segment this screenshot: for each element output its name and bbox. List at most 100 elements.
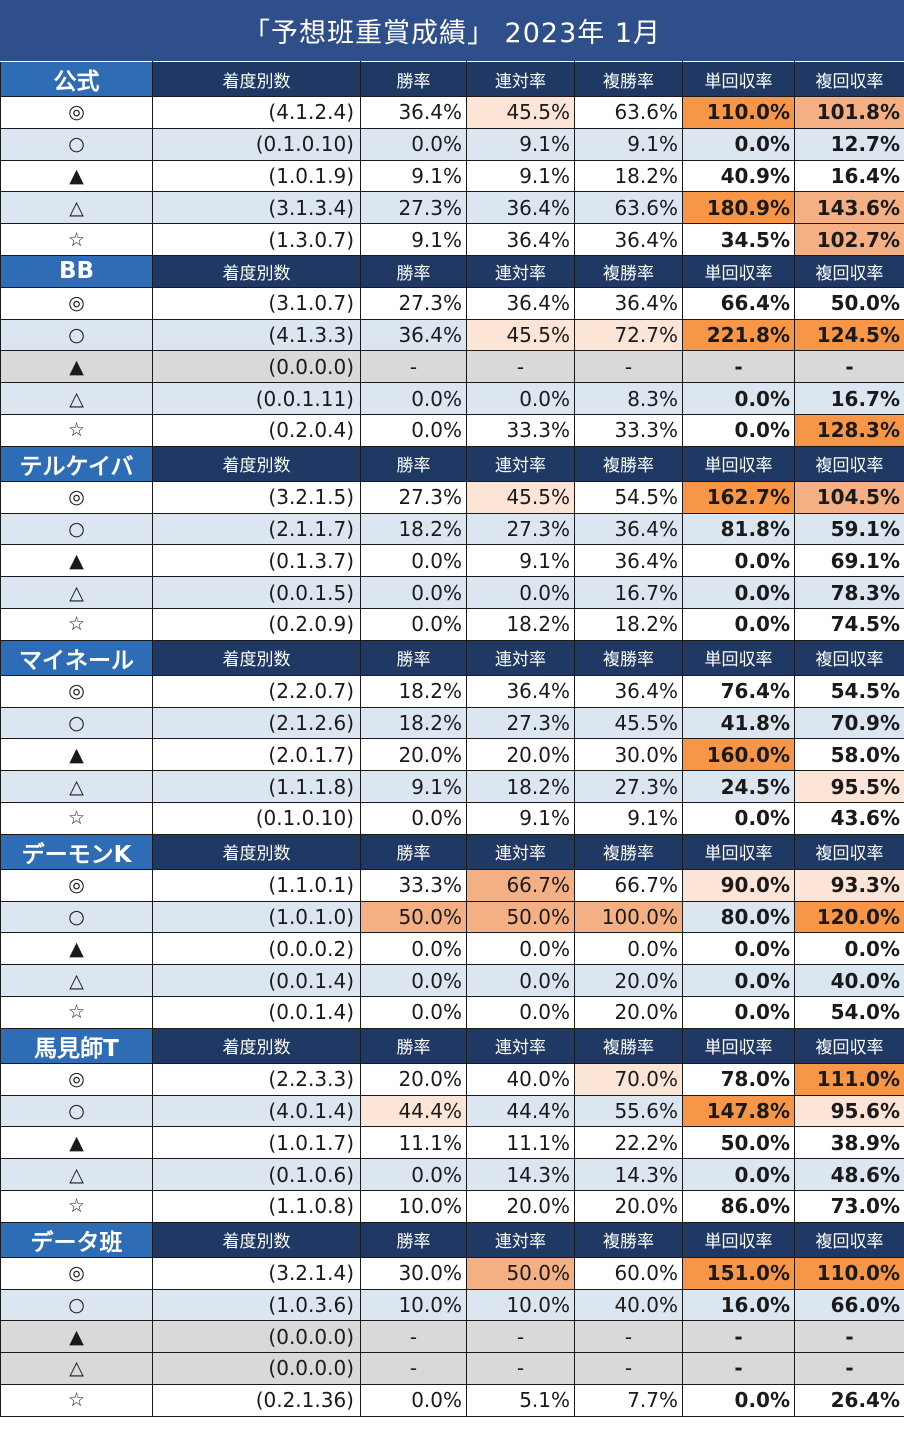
counts-cell: (0.1.0.10) [152,127,361,161]
column-header: 勝率 [360,833,467,870]
column-header: 単回収率 [682,833,795,870]
value-cell: 86.0% [682,1189,795,1223]
column-header: 単回収率 [682,1027,795,1064]
column-header: 単回収率 [682,445,795,482]
column-header: 複回収率 [794,61,904,97]
column-header: 連対率 [466,639,575,676]
value-cell: 0.0% [360,576,467,609]
value-cell: 12.7% [794,127,904,161]
value-cell: 0.0% [682,127,795,161]
mark-cell: ▲ [0,932,153,966]
value-cell: 24.5% [682,770,795,803]
value-cell: 90.0% [682,868,795,902]
column-header: 勝率 [360,1027,467,1064]
table-row: ◎ (1.1.0.1) 33.3% 66.7% 66.7% 90.0% 93.3% [0,868,904,902]
table-row: ☆ (1.1.0.8) 10.0% 20.0% 20.0% 86.0% 73.0% [0,1189,904,1223]
value-cell: 0.0% [466,576,575,609]
value-cell: 54.5% [574,480,683,514]
value-cell: 36.4% [466,223,575,256]
value-cell: 33.3% [360,868,467,902]
value-cell: 0.0% [360,801,467,835]
value-cell: 50.0% [466,1256,575,1290]
counts-cell: (0.0.0.0) [152,1352,361,1385]
value-cell: 20.0% [574,995,683,1029]
mark-cell: ▲ [0,1320,153,1354]
value-cell: 9.1% [466,801,575,835]
counts-cell: (0.1.0.6) [152,1158,361,1191]
group-header-row: BB 着度別数 勝率 連対率 複勝率 単回収率 複回収率 [0,254,904,288]
value-cell: 36.4% [574,544,683,578]
value-cell: 54.0% [794,995,904,1029]
column-header: 複回収率 [794,254,904,288]
value-cell: 11.1% [360,1126,467,1160]
table-row: △ (1.1.1.8) 9.1% 18.2% 27.3% 24.5% 95.5% [0,770,904,803]
value-cell: 0.0% [682,576,795,609]
column-header: 勝率 [360,639,467,676]
value-cell: 18.2% [466,770,575,803]
column-header: 複回収率 [794,639,904,676]
mark-cell: ☆ [0,1189,153,1223]
value-cell: 73.0% [794,1189,904,1223]
counts-cell: (0.0.1.11) [152,382,361,415]
value-cell: 147.8% [682,1094,795,1128]
table-row: △ (0.0.1.5) 0.0% 0.0% 16.7% 0.0% 78.3% [0,576,904,609]
table-row: ○ (0.1.0.10) 0.0% 9.1% 9.1% 0.0% 12.7% [0,127,904,161]
value-cell: 0.0% [466,964,575,997]
value-cell: 0.0% [360,544,467,578]
table-row: ○ (1.0.3.6) 10.0% 10.0% 40.0% 16.0% 66.0% [0,1288,904,1322]
value-cell: 45.5% [574,706,683,740]
value-cell: 22.2% [574,1126,683,1160]
value-cell: 10.0% [466,1288,575,1322]
value-cell: 0.0% [466,382,575,415]
value-cell: 27.3% [466,706,575,740]
value-cell: 27.3% [360,286,467,320]
column-header: 複勝率 [574,833,683,870]
table-row: ▲ (2.0.1.7) 20.0% 20.0% 30.0% 160.0% 58.0% [0,738,904,772]
value-cell: 36.4% [360,96,467,129]
column-header: 着度別数 [152,61,361,97]
value-cell: 10.0% [360,1288,467,1322]
value-cell: 44.4% [360,1094,467,1128]
group-name: BB [0,254,153,288]
column-header: 単回収率 [682,254,795,288]
value-cell: 66.0% [794,1288,904,1322]
column-header: 複勝率 [574,1027,683,1064]
mark-cell: ○ [0,1288,153,1322]
counts-cell: (0.1.3.7) [152,544,361,578]
value-cell: 63.6% [574,96,683,129]
value-cell: 0.0% [360,607,467,641]
column-header: 勝率 [360,445,467,482]
group-name: データ班 [0,1221,153,1258]
column-header: 着度別数 [152,639,361,676]
value-cell: 93.3% [794,868,904,902]
value-cell: - [360,350,467,384]
counts-cell: (0.1.0.10) [152,801,361,835]
value-cell: - [794,1352,904,1385]
value-cell: 0.0% [682,1158,795,1191]
column-header: 勝率 [360,254,467,288]
value-cell: 30.0% [360,1256,467,1290]
value-cell: 9.1% [574,127,683,161]
mark-cell: ▲ [0,350,153,384]
value-cell: 7.7% [574,1383,683,1417]
value-cell: 27.3% [360,191,467,225]
value-cell: 5.1% [466,1383,575,1417]
column-header: 着度別数 [152,445,361,482]
value-cell: 76.4% [682,674,795,708]
value-cell: 143.6% [794,191,904,225]
value-cell: 36.4% [574,286,683,320]
value-cell: 27.3% [360,480,467,514]
value-cell: 151.0% [682,1256,795,1290]
value-cell: 9.1% [360,159,467,193]
column-header: 勝率 [360,1221,467,1258]
value-cell: - [466,1352,575,1385]
value-cell: 20.0% [360,738,467,772]
mark-cell: ◎ [0,674,153,708]
mark-cell: △ [0,964,153,997]
table-row: △ (0.0.1.11) 0.0% 0.0% 8.3% 0.0% 16.7% [0,382,904,415]
mark-cell: ○ [0,318,153,352]
column-header: 連対率 [466,1221,575,1258]
value-cell: - [682,1320,795,1354]
value-cell: 48.6% [794,1158,904,1191]
value-cell: 18.2% [574,607,683,641]
